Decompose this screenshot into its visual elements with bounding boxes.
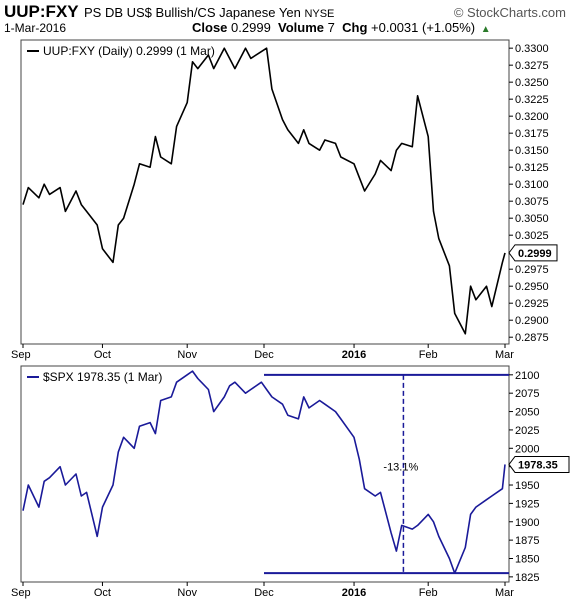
spx-y-tick-label: 1875 xyxy=(515,535,539,547)
spx-y-tick-label: 1950 xyxy=(515,480,539,492)
uupfxy-x-tick-label: Sep xyxy=(11,349,31,361)
quote-summary: Close 0.2999 Volume 7 Chg +0.0031 (+1.05… xyxy=(192,20,491,35)
uupfxy-price-line xyxy=(22,47,506,335)
chart-header: UUP:FXY PS DB US$ Bullish/CS Japanese Ye… xyxy=(0,0,576,40)
uupfxy-y-tick-label: 0.2900 xyxy=(515,315,549,327)
chg-value: +0.0031 (+1.05%) xyxy=(371,20,476,35)
uupfxy-last-value-tag xyxy=(508,244,558,262)
uupfxy-y-tick-label: 0.3150 xyxy=(515,145,549,157)
spx-x-tick-label: Mar xyxy=(495,587,514,599)
spx-y-tick-label: 2025 xyxy=(515,425,539,437)
spx-panel: 1825185018751900192519501975200020252050… xyxy=(11,365,570,599)
uupfxy-y-tick-label: 0.3200 xyxy=(515,111,549,123)
uupfxy-x-tick-label: Nov xyxy=(177,349,197,361)
brand-logo-text: © StockCharts.com xyxy=(453,5,566,20)
uupfxy-x-tick-label: Dec xyxy=(254,349,274,361)
exchange-label: NYSE xyxy=(304,8,335,20)
spx-drawdown-label: -13.1% xyxy=(383,461,418,473)
chg-label: Chg xyxy=(342,20,368,35)
spx-y-tick-label: 2000 xyxy=(515,443,539,455)
uupfxy-y-tick-label: 0.3175 xyxy=(515,128,549,140)
spx-y-tick-label: 2050 xyxy=(515,407,539,419)
uupfxy-x-tick-label: Mar xyxy=(495,349,514,361)
spx-price-line xyxy=(22,370,506,575)
uupfxy-last-value-label: 0.2999 xyxy=(518,248,552,260)
spx-x-tick-label: Dec xyxy=(254,587,274,599)
uupfxy-y-tick-label: 0.3125 xyxy=(515,162,549,174)
spx-plot-frame xyxy=(20,365,510,583)
spx-y-tick-label: 1850 xyxy=(515,553,539,565)
spx-x-tick-label: Nov xyxy=(177,587,197,599)
security-name-text: PS DB US$ Bullish/CS Japanese Yen xyxy=(84,5,301,20)
uupfxy-y-tick-label: 0.3250 xyxy=(515,77,549,89)
spx-x-tick-label: Oct xyxy=(94,587,111,599)
symbol-title: UUP:FXY xyxy=(4,2,79,21)
uupfxy-y-tick-label: 0.2975 xyxy=(515,264,549,276)
uupfxy-y-tick-label: 0.2950 xyxy=(515,281,549,293)
up-arrow-icon: ▲ xyxy=(480,24,491,35)
uupfxy-y-tick-label: 0.3300 xyxy=(515,43,549,55)
uupfxy-x-tick-label: Feb xyxy=(419,349,438,361)
close-label: Close xyxy=(192,20,228,35)
uupfxy-y-tick-label: 0.3075 xyxy=(515,196,549,208)
spx-y-tick-label: 1900 xyxy=(515,517,539,529)
spx-y-tick-label: 1925 xyxy=(515,498,539,510)
uupfxy-x-tick-label: 2016 xyxy=(342,349,366,361)
volume-value: 7 xyxy=(327,20,335,35)
spx-x-tick-label: 2016 xyxy=(342,587,366,599)
spx-x-tick-label: Sep xyxy=(11,587,31,599)
spx-y-tick-label: 1825 xyxy=(515,572,539,584)
spx-y-tick-label: 2100 xyxy=(515,370,539,382)
uupfxy-y-tick-label: 0.3225 xyxy=(515,94,549,106)
uupfxy-y-tick-label: 0.3050 xyxy=(515,213,549,225)
uupfxy-y-tick-label: 0.2925 xyxy=(515,298,549,310)
spx-legend-label: $SPX 1978.35 (1 Mar) xyxy=(43,370,162,384)
quote-date: 1-Mar-2016 xyxy=(4,21,67,35)
uupfxy-panel: 0.28750.29000.29250.29500.29750.30000.30… xyxy=(11,39,558,361)
uupfxy-plot-frame xyxy=(20,39,510,345)
uupfxy-y-tick-label: 0.3275 xyxy=(515,60,549,72)
spx-last-value-label: 1978.35 xyxy=(518,459,558,471)
uupfxy-y-tick-label: 0.3025 xyxy=(515,230,549,242)
uupfxy-x-tick-label: Oct xyxy=(94,349,111,361)
spx-x-tick-label: Feb xyxy=(419,587,438,599)
uupfxy-y-tick-label: 0.2875 xyxy=(515,332,549,344)
spx-last-value-tag xyxy=(508,455,570,473)
security-name: PS DB US$ Bullish/CS Japanese Yen NYSE xyxy=(84,5,334,20)
uupfxy-y-tick-label: 0.3100 xyxy=(515,179,549,191)
uupfxy-legend-label: UUP:FXY (Daily) 0.2999 (1 Mar) xyxy=(43,44,215,58)
spx-y-tick-label: 2075 xyxy=(515,388,539,400)
volume-label: Volume xyxy=(278,20,325,35)
close-value: 0.2999 xyxy=(231,20,271,35)
